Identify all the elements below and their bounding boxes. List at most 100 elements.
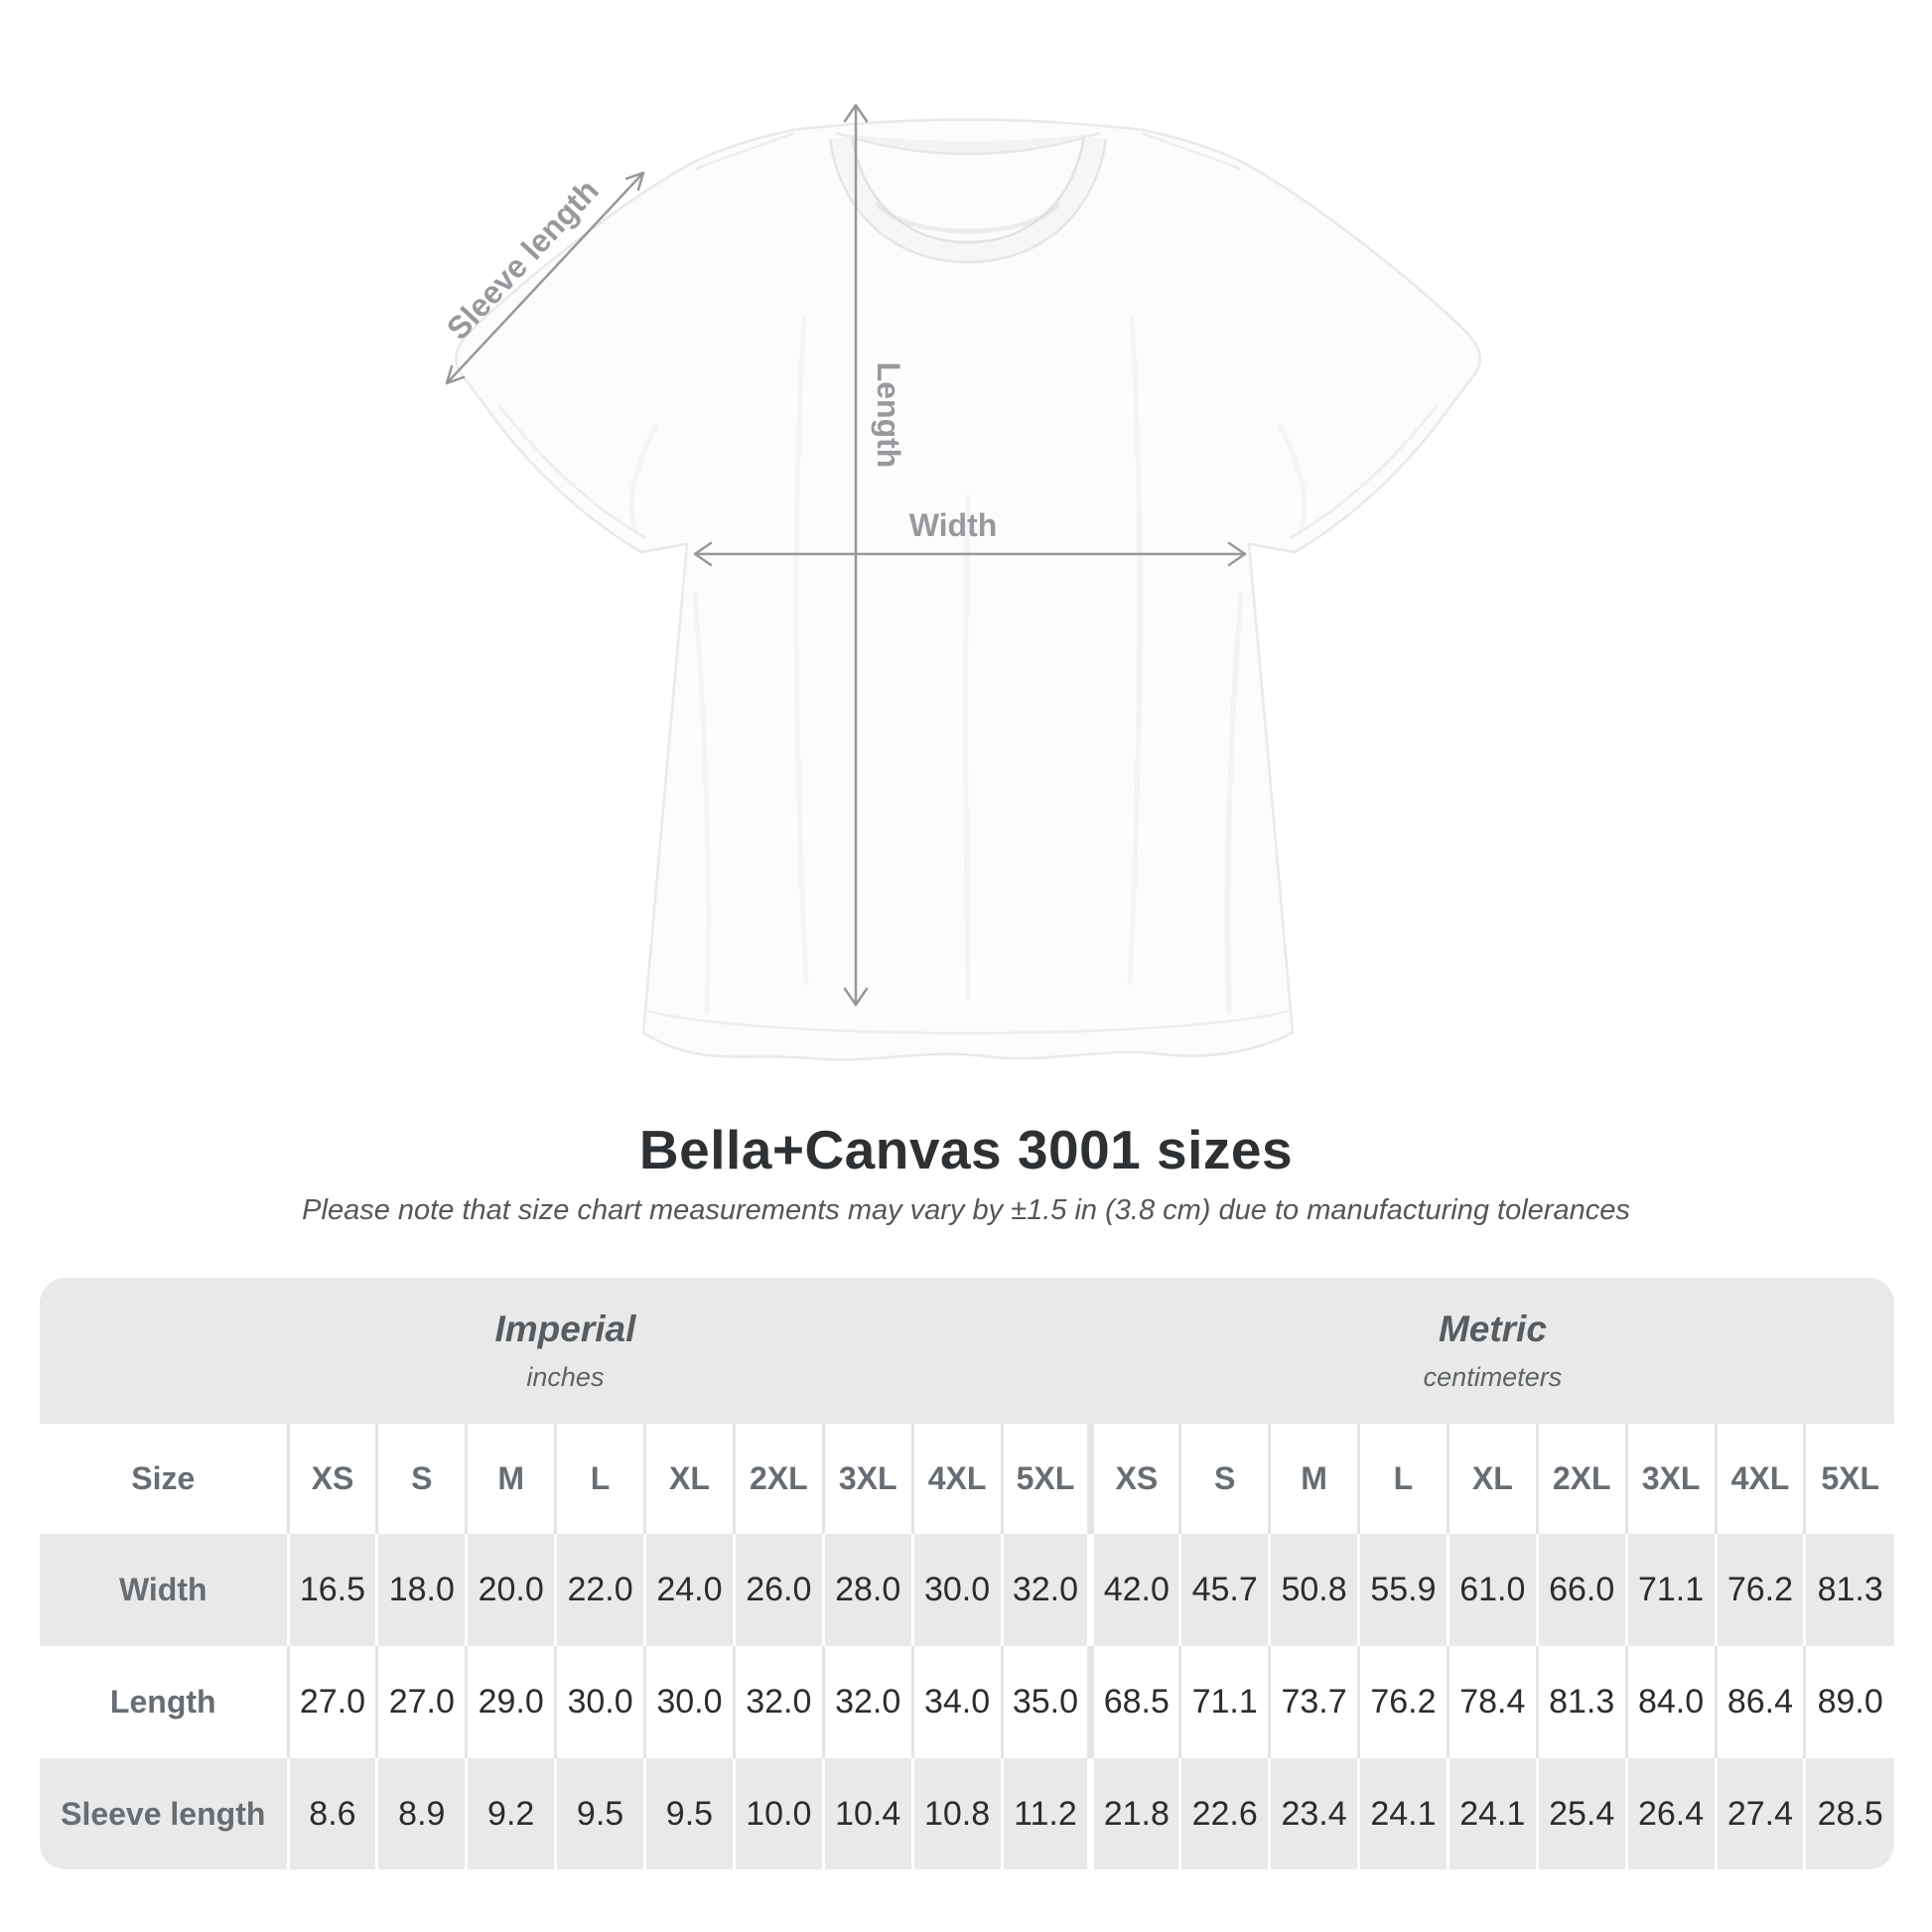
value-cell: 86.4: [1714, 1646, 1805, 1758]
value-cell: 61.0: [1446, 1534, 1538, 1646]
value-cell: 71.1: [1624, 1534, 1716, 1646]
row-label-cell: Width: [40, 1534, 288, 1646]
size-header-row: Size XS S M L XL 2XL 3XL 4XL 5XL XS S M L XL 2XL 3XL 4XL 5…: [40, 1424, 1894, 1534]
size-table-body: Imperial inches Metric centimeters Size XS S M L…: [40, 1278, 1894, 1869]
row-label-cell: Length: [40, 1646, 288, 1758]
size-header-cell: 2XL: [732, 1424, 824, 1534]
section-name: Metric: [1438, 1309, 1547, 1349]
size-header-cell: 4XL: [1714, 1424, 1805, 1534]
length-label: Length: [871, 362, 906, 469]
value-cell: 78.4: [1446, 1646, 1538, 1758]
value-cell: 34.0: [910, 1646, 1002, 1758]
value-cell: 50.8: [1268, 1534, 1359, 1646]
value-cell: 24.1: [1357, 1758, 1449, 1869]
section-unit: centimeters: [1423, 1362, 1563, 1392]
table-row-width: Width 16.5 18.0 20.0 22.0 24.0 26.0 28.0 30.0 32.…: [40, 1534, 1894, 1646]
value-cell: 32.0: [1000, 1534, 1091, 1646]
value-cell: 20.0: [465, 1534, 556, 1646]
size-header-cell: XS: [286, 1424, 377, 1534]
value-cell: 9.5: [643, 1758, 735, 1869]
value-cell: 11.2: [1000, 1758, 1091, 1869]
size-header-cell: M: [465, 1424, 556, 1534]
value-cell: 28.5: [1803, 1758, 1894, 1869]
value-cell: 30.0: [643, 1646, 735, 1758]
section-name: Imperial: [494, 1309, 636, 1349]
value-cell: 23.4: [1268, 1758, 1359, 1869]
value-cell: 18.0: [375, 1534, 467, 1646]
size-table: Imperial inches Metric centimeters Size XS S M L…: [40, 1278, 1894, 1869]
value-cell: 35.0: [1000, 1646, 1091, 1758]
size-header-cell: XS: [1087, 1424, 1180, 1534]
value-cell: 8.9: [375, 1758, 467, 1869]
size-header-cell: 5XL: [1803, 1424, 1894, 1534]
size-table-wrapper: Imperial inches Metric centimeters Size XS S M L…: [40, 1278, 1894, 1869]
table-row-sleeve-length: Sleeve length 8.6 8.9 9.2 9.5 9.5 10.0 10.4 10.8…: [40, 1758, 1894, 1869]
value-cell: 8.6: [286, 1758, 377, 1869]
section-header-metric: Metric centimeters: [1090, 1278, 1894, 1424]
size-header-cell: XL: [643, 1424, 735, 1534]
value-cell: 32.0: [821, 1646, 913, 1758]
width-arrow: [693, 541, 1247, 567]
value-cell: 68.5: [1087, 1646, 1180, 1758]
value-cell: 30.0: [554, 1646, 645, 1758]
value-cell: 81.3: [1803, 1534, 1894, 1646]
size-header-cell: S: [1178, 1424, 1270, 1534]
width-label: Width: [909, 507, 998, 543]
value-cell: 16.5: [286, 1534, 377, 1646]
size-header-cell: 3XL: [821, 1424, 913, 1534]
value-cell: 10.4: [821, 1758, 913, 1869]
value-cell: 30.0: [910, 1534, 1002, 1646]
size-header-cell: L: [1357, 1424, 1449, 1534]
value-cell: 9.5: [554, 1758, 645, 1869]
value-cell: 24.0: [643, 1534, 735, 1646]
value-cell: 76.2: [1714, 1534, 1805, 1646]
value-cell: 27.0: [286, 1646, 377, 1758]
tshirt-outline: [454, 118, 1482, 1061]
page-subtitle: Please note that size chart measurements…: [302, 1194, 1630, 1226]
value-cell: 32.0: [732, 1646, 824, 1758]
size-header-cell: 4XL: [910, 1424, 1002, 1534]
size-header-cell: 5XL: [1000, 1424, 1091, 1534]
value-cell: 27.0: [375, 1646, 467, 1758]
size-header-cell: L: [554, 1424, 645, 1534]
value-cell: 22.6: [1178, 1758, 1270, 1869]
size-header-cell: M: [1268, 1424, 1359, 1534]
tshirt-diagram: Sleeve length Length Width: [440, 103, 1482, 1061]
sleeve-length-arrow: [445, 171, 645, 385]
value-cell: 89.0: [1803, 1646, 1894, 1758]
size-header-cell: XL: [1446, 1424, 1538, 1534]
value-cell: 9.2: [465, 1758, 556, 1869]
value-cell: 10.8: [910, 1758, 1002, 1869]
value-cell: 76.2: [1357, 1646, 1449, 1758]
value-cell: 24.1: [1446, 1758, 1538, 1869]
value-cell: 26.4: [1624, 1758, 1716, 1869]
size-header-cell: 2XL: [1535, 1424, 1627, 1534]
value-cell: 10.0: [732, 1758, 824, 1869]
value-cell: 22.0: [554, 1534, 645, 1646]
value-cell: 29.0: [465, 1646, 556, 1758]
page-title: Bella+Canvas 3001 sizes: [638, 1119, 1294, 1180]
fabric-wrinkles: [628, 315, 1308, 1016]
value-cell: 81.3: [1535, 1646, 1627, 1758]
section-header-imperial: Imperial inches: [40, 1278, 1091, 1424]
section-unit: inches: [526, 1362, 605, 1392]
section-header-row: Imperial inches Metric centimeters: [40, 1278, 1894, 1424]
table-row-length: Length 27.0 27.0 29.0 30.0 30.0 32.0 32.0 34.0 35…: [40, 1646, 1894, 1758]
value-cell: 26.0: [732, 1534, 824, 1646]
value-cell: 21.8: [1087, 1758, 1180, 1869]
value-cell: 28.0: [821, 1534, 913, 1646]
value-cell: 71.1: [1178, 1646, 1270, 1758]
value-cell: 84.0: [1624, 1646, 1716, 1758]
size-header-cell: S: [375, 1424, 467, 1534]
value-cell: 42.0: [1087, 1534, 1180, 1646]
size-corner-cell: Size: [40, 1424, 288, 1534]
collar: [828, 131, 1108, 264]
value-cell: 27.4: [1714, 1758, 1805, 1869]
value-cell: 73.7: [1268, 1646, 1359, 1758]
size-header-cell: 3XL: [1624, 1424, 1716, 1534]
length-arrow: [843, 103, 869, 1007]
value-cell: 25.4: [1535, 1758, 1627, 1869]
value-cell: 55.9: [1357, 1534, 1449, 1646]
seams: [497, 131, 1439, 1035]
